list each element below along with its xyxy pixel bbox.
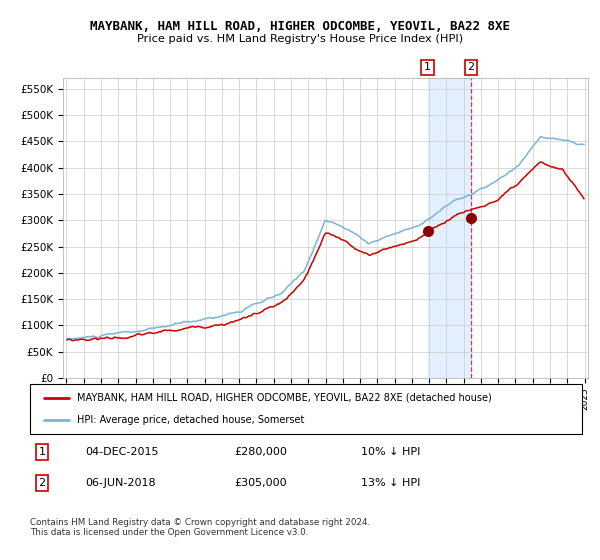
- FancyBboxPatch shape: [30, 384, 582, 434]
- Text: MAYBANK, HAM HILL ROAD, HIGHER ODCOMBE, YEOVIL, BA22 8XE (detached house): MAYBANK, HAM HILL ROAD, HIGHER ODCOMBE, …: [77, 393, 491, 403]
- Bar: [428, 78, 471, 378]
- Text: £280,000: £280,000: [234, 447, 287, 457]
- Text: Contains HM Land Registry data © Crown copyright and database right 2024.
This d: Contains HM Land Registry data © Crown c…: [30, 518, 370, 538]
- Text: 13% ↓ HPI: 13% ↓ HPI: [361, 478, 421, 488]
- Text: £305,000: £305,000: [234, 478, 287, 488]
- Text: 06-JUN-2018: 06-JUN-2018: [85, 478, 156, 488]
- Text: 2: 2: [38, 478, 46, 488]
- Text: 2: 2: [467, 62, 475, 72]
- Text: HPI: Average price, detached house, Somerset: HPI: Average price, detached house, Some…: [77, 415, 304, 425]
- Text: 10% ↓ HPI: 10% ↓ HPI: [361, 447, 421, 457]
- Text: 1: 1: [38, 447, 46, 457]
- Text: Price paid vs. HM Land Registry's House Price Index (HPI): Price paid vs. HM Land Registry's House …: [137, 34, 463, 44]
- Text: MAYBANK, HAM HILL ROAD, HIGHER ODCOMBE, YEOVIL, BA22 8XE: MAYBANK, HAM HILL ROAD, HIGHER ODCOMBE, …: [90, 20, 510, 32]
- Text: 1: 1: [424, 62, 431, 72]
- Text: 04-DEC-2015: 04-DEC-2015: [85, 447, 158, 457]
